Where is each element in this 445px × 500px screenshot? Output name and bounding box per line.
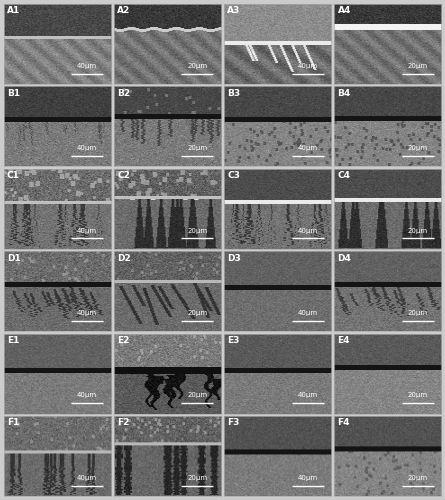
Text: A4: A4 bbox=[338, 6, 351, 16]
Text: F2: F2 bbox=[117, 418, 129, 428]
Text: D1: D1 bbox=[7, 254, 20, 262]
Text: A2: A2 bbox=[117, 6, 130, 16]
Text: 20μm: 20μm bbox=[408, 392, 428, 398]
Text: D4: D4 bbox=[338, 254, 352, 262]
Text: 20μm: 20μm bbox=[187, 310, 207, 316]
Text: 20μm: 20μm bbox=[187, 392, 207, 398]
Text: 40μm: 40μm bbox=[298, 392, 318, 398]
Text: D2: D2 bbox=[117, 254, 131, 262]
Text: 20μm: 20μm bbox=[187, 475, 207, 481]
Text: E4: E4 bbox=[338, 336, 350, 345]
Text: 20μm: 20μm bbox=[187, 145, 207, 151]
Text: 40μm: 40μm bbox=[298, 475, 318, 481]
Text: C3: C3 bbox=[227, 171, 240, 180]
Text: 20μm: 20μm bbox=[408, 145, 428, 151]
Text: F1: F1 bbox=[7, 418, 19, 428]
Text: B3: B3 bbox=[227, 89, 240, 98]
Text: 20μm: 20μm bbox=[408, 228, 428, 234]
Text: 20μm: 20μm bbox=[408, 310, 428, 316]
Text: 40μm: 40μm bbox=[298, 228, 318, 234]
Text: B1: B1 bbox=[7, 89, 20, 98]
Text: B4: B4 bbox=[338, 89, 351, 98]
Text: 20μm: 20μm bbox=[408, 475, 428, 481]
Text: 40μm: 40μm bbox=[77, 392, 97, 398]
Text: 40μm: 40μm bbox=[298, 310, 318, 316]
Text: 40μm: 40μm bbox=[77, 228, 97, 234]
Text: 40μm: 40μm bbox=[77, 475, 97, 481]
Text: 40μm: 40μm bbox=[77, 145, 97, 151]
Text: D3: D3 bbox=[227, 254, 241, 262]
Text: C1: C1 bbox=[7, 171, 20, 180]
Text: C4: C4 bbox=[338, 171, 351, 180]
Text: 20μm: 20μm bbox=[408, 63, 428, 69]
Text: F4: F4 bbox=[338, 418, 350, 428]
Text: E1: E1 bbox=[7, 336, 19, 345]
Text: F3: F3 bbox=[227, 418, 240, 428]
Text: 20μm: 20μm bbox=[187, 63, 207, 69]
Text: A3: A3 bbox=[227, 6, 241, 16]
Text: 40μm: 40μm bbox=[77, 63, 97, 69]
Text: A1: A1 bbox=[7, 6, 20, 16]
Text: 40μm: 40μm bbox=[77, 310, 97, 316]
Text: E2: E2 bbox=[117, 336, 129, 345]
Text: C2: C2 bbox=[117, 171, 130, 180]
Text: 20μm: 20μm bbox=[187, 228, 207, 234]
Text: E3: E3 bbox=[227, 336, 240, 345]
Text: 40μm: 40μm bbox=[298, 63, 318, 69]
Text: B2: B2 bbox=[117, 89, 130, 98]
Text: 40μm: 40μm bbox=[298, 145, 318, 151]
